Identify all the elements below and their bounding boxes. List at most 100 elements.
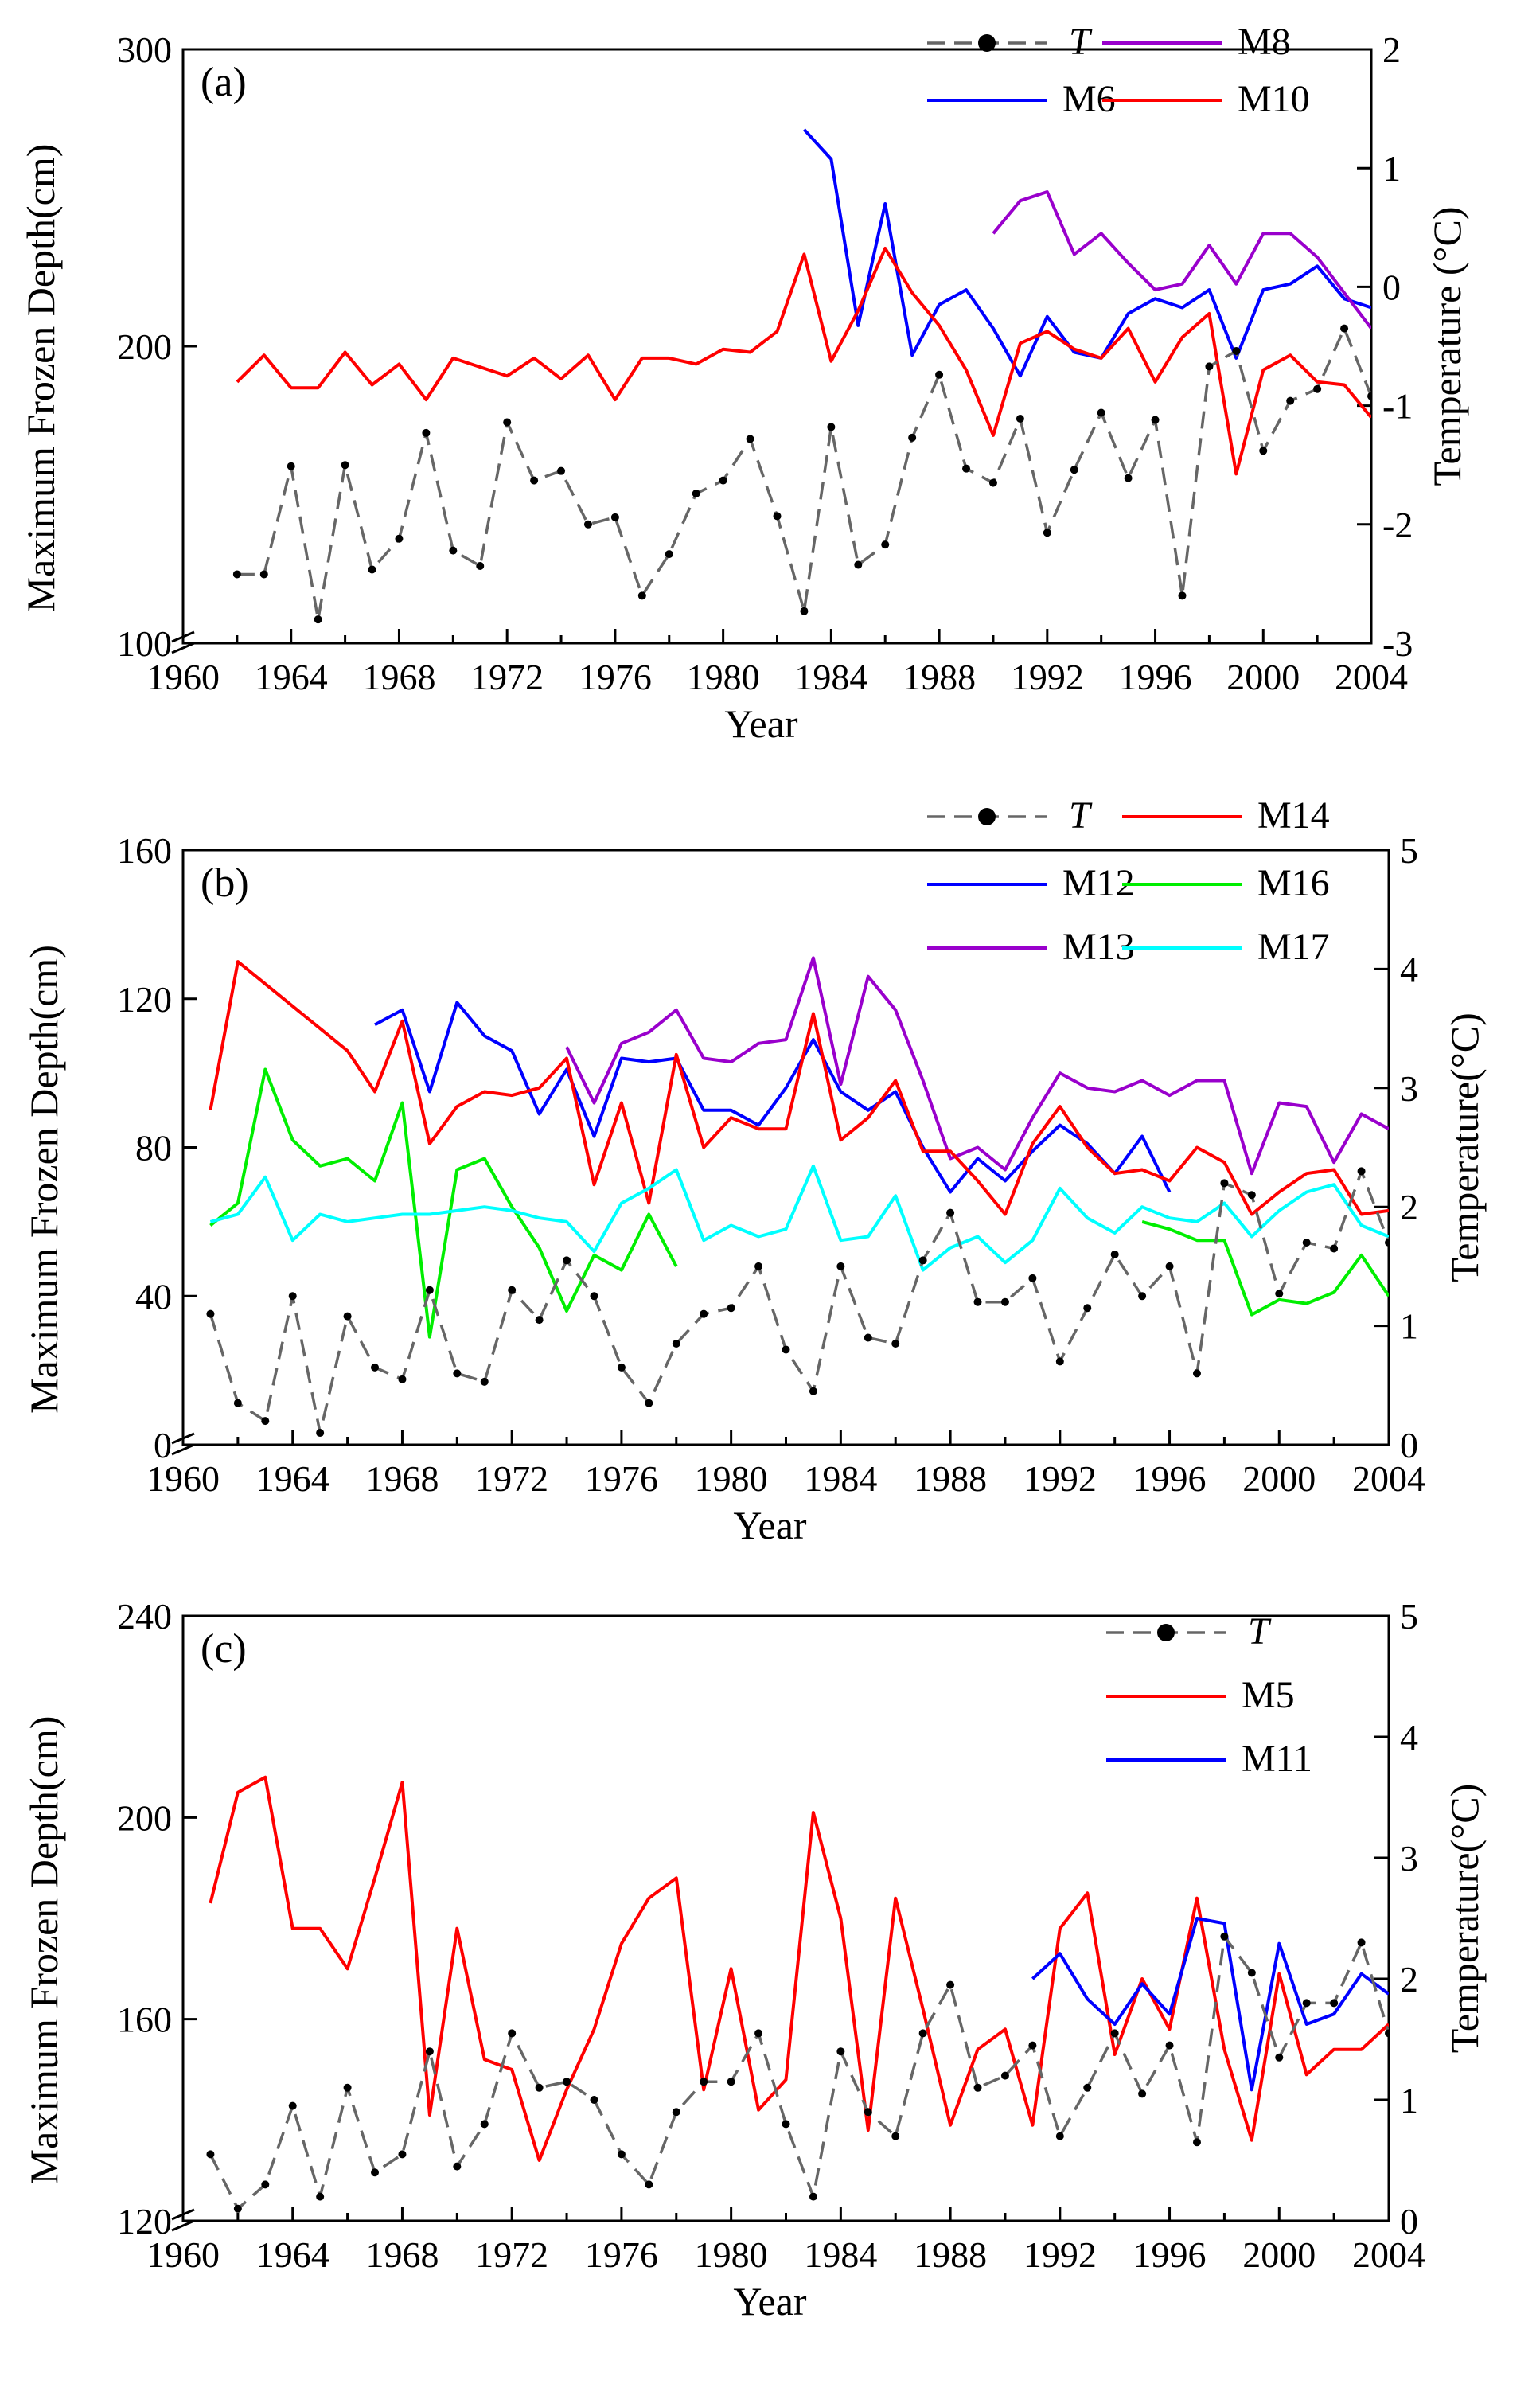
x-tick-label: 1992 bbox=[1011, 657, 1084, 697]
y-left-tick-label: 80 bbox=[135, 1128, 172, 1169]
legend-label-T: T bbox=[1248, 1610, 1272, 1652]
data-point-T bbox=[1083, 1304, 1092, 1313]
y-left-tick-label: 40 bbox=[135, 1276, 172, 1317]
data-point-T bbox=[988, 478, 997, 487]
data-point-T bbox=[1165, 2041, 1174, 2050]
data-point-T bbox=[425, 1286, 434, 1294]
data-point-T bbox=[480, 1377, 489, 1386]
x-tick-label: 1984 bbox=[804, 2234, 877, 2275]
data-point-T bbox=[1205, 362, 1214, 371]
data-point-T bbox=[563, 2078, 571, 2086]
data-point-T bbox=[1232, 346, 1241, 355]
x-tick-label: 1996 bbox=[1119, 657, 1192, 697]
y-right-tick-label: 3 bbox=[1400, 1838, 1418, 1879]
data-point-T bbox=[1055, 1357, 1064, 1366]
x-tick-label: 1964 bbox=[255, 657, 328, 697]
data-point-T bbox=[1192, 1369, 1201, 1378]
data-point-T bbox=[259, 570, 268, 579]
legend-item-T: T bbox=[927, 21, 1093, 63]
data-point-T bbox=[343, 2083, 352, 2092]
data-point-T bbox=[1275, 1290, 1284, 1298]
data-point-T bbox=[233, 1399, 242, 1407]
data-point-T bbox=[1220, 1179, 1229, 1188]
x-tick-label: 2000 bbox=[1226, 657, 1300, 697]
data-point-T bbox=[503, 418, 512, 427]
legend-marker-T bbox=[1157, 1624, 1175, 1641]
data-point-T bbox=[1340, 324, 1349, 333]
data-point-T bbox=[1028, 1274, 1037, 1282]
data-point-T bbox=[395, 534, 404, 543]
data-point-T bbox=[1138, 2090, 1147, 2098]
data-point-T bbox=[422, 428, 431, 437]
x-tick-label: 1972 bbox=[475, 1458, 548, 1499]
panel-label: (a) bbox=[201, 60, 247, 105]
legend-label-M14: M14 bbox=[1257, 794, 1330, 837]
y-right-tick-label: 2 bbox=[1400, 1187, 1418, 1227]
data-point-T bbox=[1110, 1250, 1119, 1258]
data-point-T bbox=[1165, 1262, 1174, 1270]
data-point-T bbox=[727, 2078, 735, 2086]
y-left-tick-label: 120 bbox=[117, 979, 172, 1020]
y-right-tick-label: 4 bbox=[1400, 949, 1418, 989]
data-point-T bbox=[425, 2047, 434, 2056]
x-tick-label: 1960 bbox=[146, 1458, 220, 1499]
data-point-T bbox=[563, 1256, 571, 1265]
data-point-T bbox=[935, 370, 944, 379]
data-point-T bbox=[1220, 1932, 1229, 1941]
x-tick-label: 1960 bbox=[146, 657, 220, 697]
data-point-T bbox=[1259, 447, 1268, 455]
data-point-T bbox=[535, 1316, 544, 1325]
data-point-T bbox=[1124, 474, 1133, 482]
series-line-M12 bbox=[374, 1001, 1172, 1194]
data-point-T bbox=[1083, 2083, 1092, 2092]
data-point-T bbox=[1275, 2053, 1284, 2062]
data-point-T bbox=[962, 464, 971, 473]
data-point-T bbox=[700, 2078, 708, 2086]
data-point-T bbox=[891, 2132, 900, 2140]
data-point-T bbox=[800, 607, 809, 615]
data-point-T bbox=[398, 2150, 407, 2159]
y-right-tick-label: 1 bbox=[1400, 2080, 1418, 2121]
data-point-T bbox=[557, 466, 566, 475]
y-right-tick-label: 5 bbox=[1400, 830, 1418, 871]
legend-item-M8: M8 bbox=[1102, 21, 1291, 63]
y-right-tick-label: -3 bbox=[1382, 623, 1413, 664]
data-point-T bbox=[1313, 384, 1322, 393]
y-right-tick-label: 0 bbox=[1400, 1425, 1418, 1465]
x-tick-label: 1964 bbox=[256, 1458, 329, 1499]
legend-label-M16: M16 bbox=[1257, 862, 1330, 904]
data-point-T bbox=[314, 615, 322, 624]
x-tick-label: 1992 bbox=[1023, 1458, 1097, 1499]
series-line-M10 bbox=[236, 246, 1371, 476]
data-point-T bbox=[719, 476, 727, 485]
y-left-tick-label: 160 bbox=[117, 2000, 172, 2040]
y-left-axis-title: Maximum Frozen Depth(cm) bbox=[18, 144, 63, 613]
y-right-tick-label: -2 bbox=[1382, 505, 1413, 545]
x-tick-label: 1972 bbox=[470, 657, 544, 697]
x-tick-label: 1992 bbox=[1023, 2234, 1097, 2275]
data-point-T bbox=[700, 1309, 708, 1318]
x-axis-title: Year bbox=[733, 1503, 806, 1547]
data-point-T bbox=[918, 2029, 927, 2038]
data-point-T bbox=[1286, 396, 1295, 405]
data-point-T bbox=[1016, 415, 1024, 423]
data-point-T bbox=[809, 1387, 817, 1395]
legend-label-T: T bbox=[1069, 794, 1093, 837]
x-tick-label: 2004 bbox=[1335, 657, 1408, 697]
panel-label: (c) bbox=[201, 1626, 247, 1672]
data-point-T bbox=[1367, 392, 1371, 400]
y-left-tick-label: 200 bbox=[117, 1797, 172, 1838]
y-left-tick-label: 100 bbox=[117, 623, 172, 664]
data-point-T bbox=[508, 2029, 517, 2038]
data-point-T bbox=[449, 546, 458, 555]
x-tick-label: 2000 bbox=[1242, 1458, 1316, 1499]
series-line-M14 bbox=[209, 960, 1389, 1216]
data-point-T bbox=[973, 1297, 982, 1306]
axis-break-mark bbox=[171, 2208, 195, 2232]
x-tick-label: 1980 bbox=[695, 2234, 768, 2275]
x-tick-label: 1988 bbox=[903, 657, 976, 697]
y-left-tick-label: 0 bbox=[154, 1425, 172, 1465]
plot-frame bbox=[181, 849, 1390, 1446]
y-left-tick-label: 300 bbox=[117, 29, 172, 70]
data-point-T bbox=[341, 461, 349, 470]
